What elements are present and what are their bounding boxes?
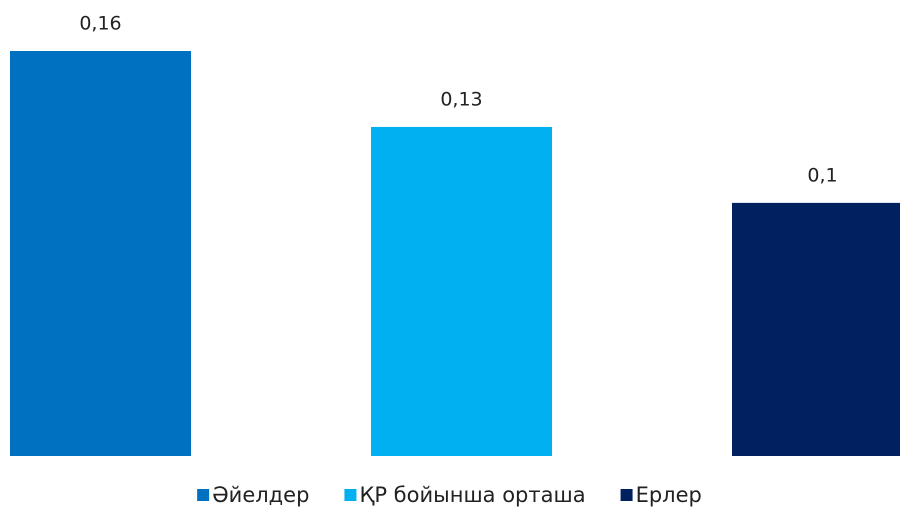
data-label: 0,1 [807,164,837,186]
legend-label: ҚР бойынша орташа [359,483,585,507]
data-label: 0,13 [440,88,482,110]
legend-swatch [344,489,357,501]
bar [10,51,191,456]
data-label: 0,16 [79,13,121,35]
legend-label: Әйелдер [212,483,309,507]
legend-label: Ерлер [636,483,702,507]
bar [732,202,900,456]
legend-swatch [197,489,210,501]
bar [371,126,552,456]
legend-swatch [620,489,633,501]
